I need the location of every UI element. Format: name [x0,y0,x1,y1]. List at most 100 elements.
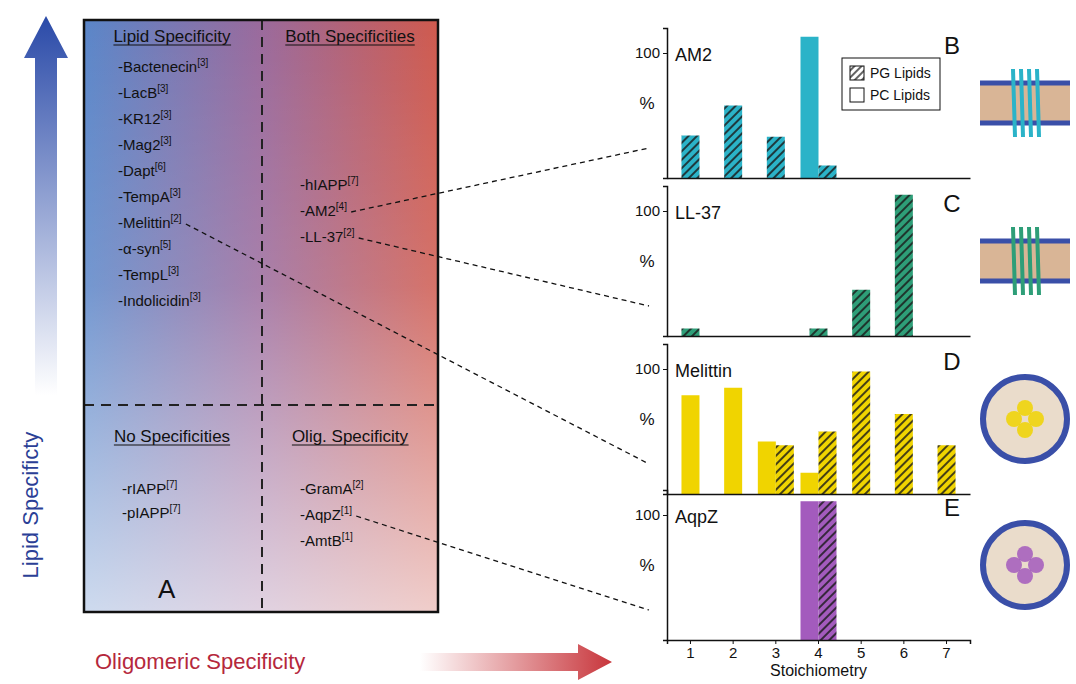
helix [1037,227,1039,295]
structure-sketch [983,377,1067,461]
bar [801,473,819,494]
legend-frame [842,58,940,110]
helix [1037,69,1039,137]
helix [1029,227,1031,295]
connector [359,238,649,306]
x-axis [668,178,971,179]
axis-title: Oligomeric Specificity [95,649,305,674]
item-ref: [1] [342,531,353,542]
item-name: -Melittin [118,214,171,231]
connector [356,516,649,610]
figure: Lipid Specificity-Bactenecin[3]-LacB[3]-… [0,0,1076,684]
tick-label: 3 [772,644,780,661]
list-item: -TempL[3] [118,265,179,283]
bar [681,395,699,494]
tick-mark [663,53,667,54]
list-item: -LL-37[2] [300,227,355,245]
tick-mark [663,211,667,212]
helix [1021,69,1023,137]
bar [681,136,699,179]
tick-label: 7 [942,644,950,661]
item-ref: [2] [353,479,364,490]
panel-a: Lipid Specificity-Bactenecin[3]-LacB[3]-… [84,20,438,612]
list-item: -AqpZ[1] [300,505,352,523]
bar [767,137,785,178]
headgroup [980,121,1070,126]
bar [801,501,819,640]
legend-swatch [850,88,864,102]
tick-label: 1 [686,644,694,661]
bars [801,501,837,640]
item-ref: [3] [161,109,172,120]
tick: 2 [729,640,737,661]
item-name: -LL-37 [300,228,343,245]
item-name: -Dapt [118,162,156,179]
tick-label: 5 [857,644,865,661]
panel-label: D [943,348,960,375]
helix [1013,69,1015,137]
bar [895,414,913,494]
axis-title: % [639,94,654,113]
list-item: -TempA[3] [118,187,181,205]
axis-line [663,491,668,641]
bar [681,329,699,337]
item-name: -AmtB [300,532,342,549]
canvas: Lipid Specificity-Bactenecin[3]-LacB[3]-… [0,0,1076,684]
item-name: -α-syn [118,240,160,257]
item-ref: [7] [348,175,359,186]
tick-label: 100 [635,360,660,377]
item-ref: [7] [170,503,181,514]
bar [758,442,776,495]
y-axis: 100 [635,29,668,179]
tick: 1 [686,640,694,661]
y-axis: 100 [635,345,668,495]
item-name: -Bactenecin [118,58,197,75]
legend-label: PG Lipids [870,65,931,81]
axis-title: % [639,556,654,575]
structure-sketch [980,69,1070,137]
bar [895,195,913,336]
item-ref: [6] [155,161,166,172]
panel-frame [84,20,438,612]
list-item: -Melittin[2] [118,213,182,231]
chart-title: AM2 [675,45,712,65]
list-item: -GramA[2] [300,479,364,497]
bilayer [980,239,1070,283]
axis-line [668,336,971,338]
bar [938,445,956,494]
bar [819,432,837,495]
x-axis [668,494,971,495]
panel-shade [84,20,438,612]
bar [819,501,837,640]
list-item: -KR12[3] [118,109,172,127]
tick-label: 100 [635,202,660,219]
tick-mark [663,515,667,516]
item-ref: [2] [171,213,182,224]
legend-swatch [850,66,864,80]
tick: 7 [942,640,950,661]
item-name: -KR12 [118,110,161,127]
tick: 100 [635,506,667,523]
list-item: -Dapt[6] [118,161,166,179]
item-ref: [1] [341,505,352,516]
bar-chart: 100LL-37%C [635,187,971,337]
bar [810,329,828,337]
bar [852,372,870,495]
item-ref: [2] [343,227,354,238]
helix [1013,227,1015,295]
item-ref: [5] [160,239,171,250]
axis-title: Stoichiometry [770,662,867,679]
structure-sketch [980,227,1070,295]
item-ref: [3] [157,83,168,94]
item-name: -TempL [118,266,168,283]
structure-sketch [983,523,1067,607]
tick: 6 [900,640,908,661]
bilayer [980,81,1070,125]
bar [801,37,819,178]
tick: 4 [814,640,822,661]
tick: 100 [635,44,667,61]
axis-line [668,494,971,496]
y-axis: 100 [635,187,668,337]
tick: 100 [635,202,667,219]
item-ref: [3] [161,135,172,146]
